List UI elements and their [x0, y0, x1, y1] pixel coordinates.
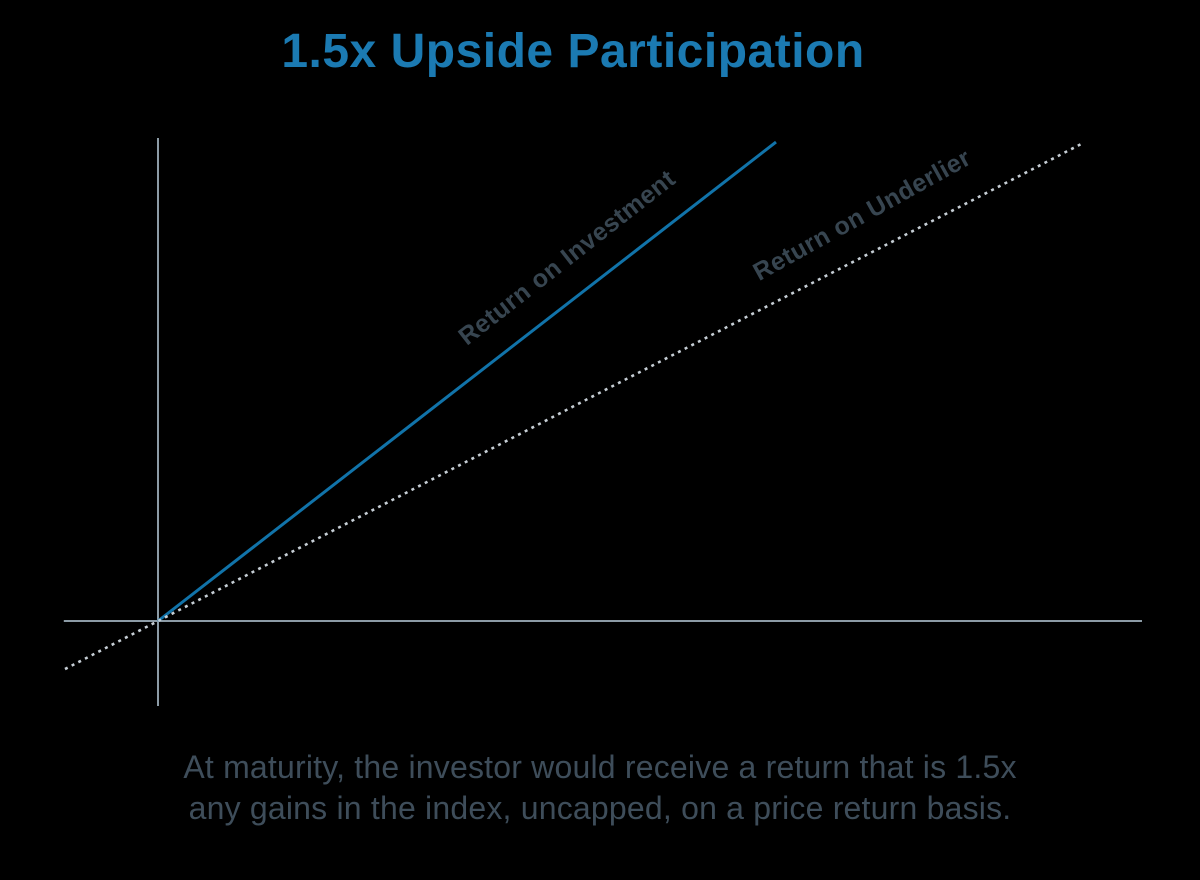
- roi-line-label: Return on Investment: [453, 164, 681, 351]
- roi-line: [157, 140, 777, 623]
- chart-title: 1.5x Upside Participation: [281, 25, 865, 78]
- underlier-line-label: Return on Underlier: [749, 144, 976, 287]
- caption-line-2: any gains in the index, uncapped, on a p…: [188, 790, 1012, 826]
- underlier-line: [64, 142, 1083, 671]
- caption-line-1: At maturity, the investor would receive …: [183, 749, 1017, 785]
- caption: At maturity, the investor would receive …: [0, 747, 1200, 829]
